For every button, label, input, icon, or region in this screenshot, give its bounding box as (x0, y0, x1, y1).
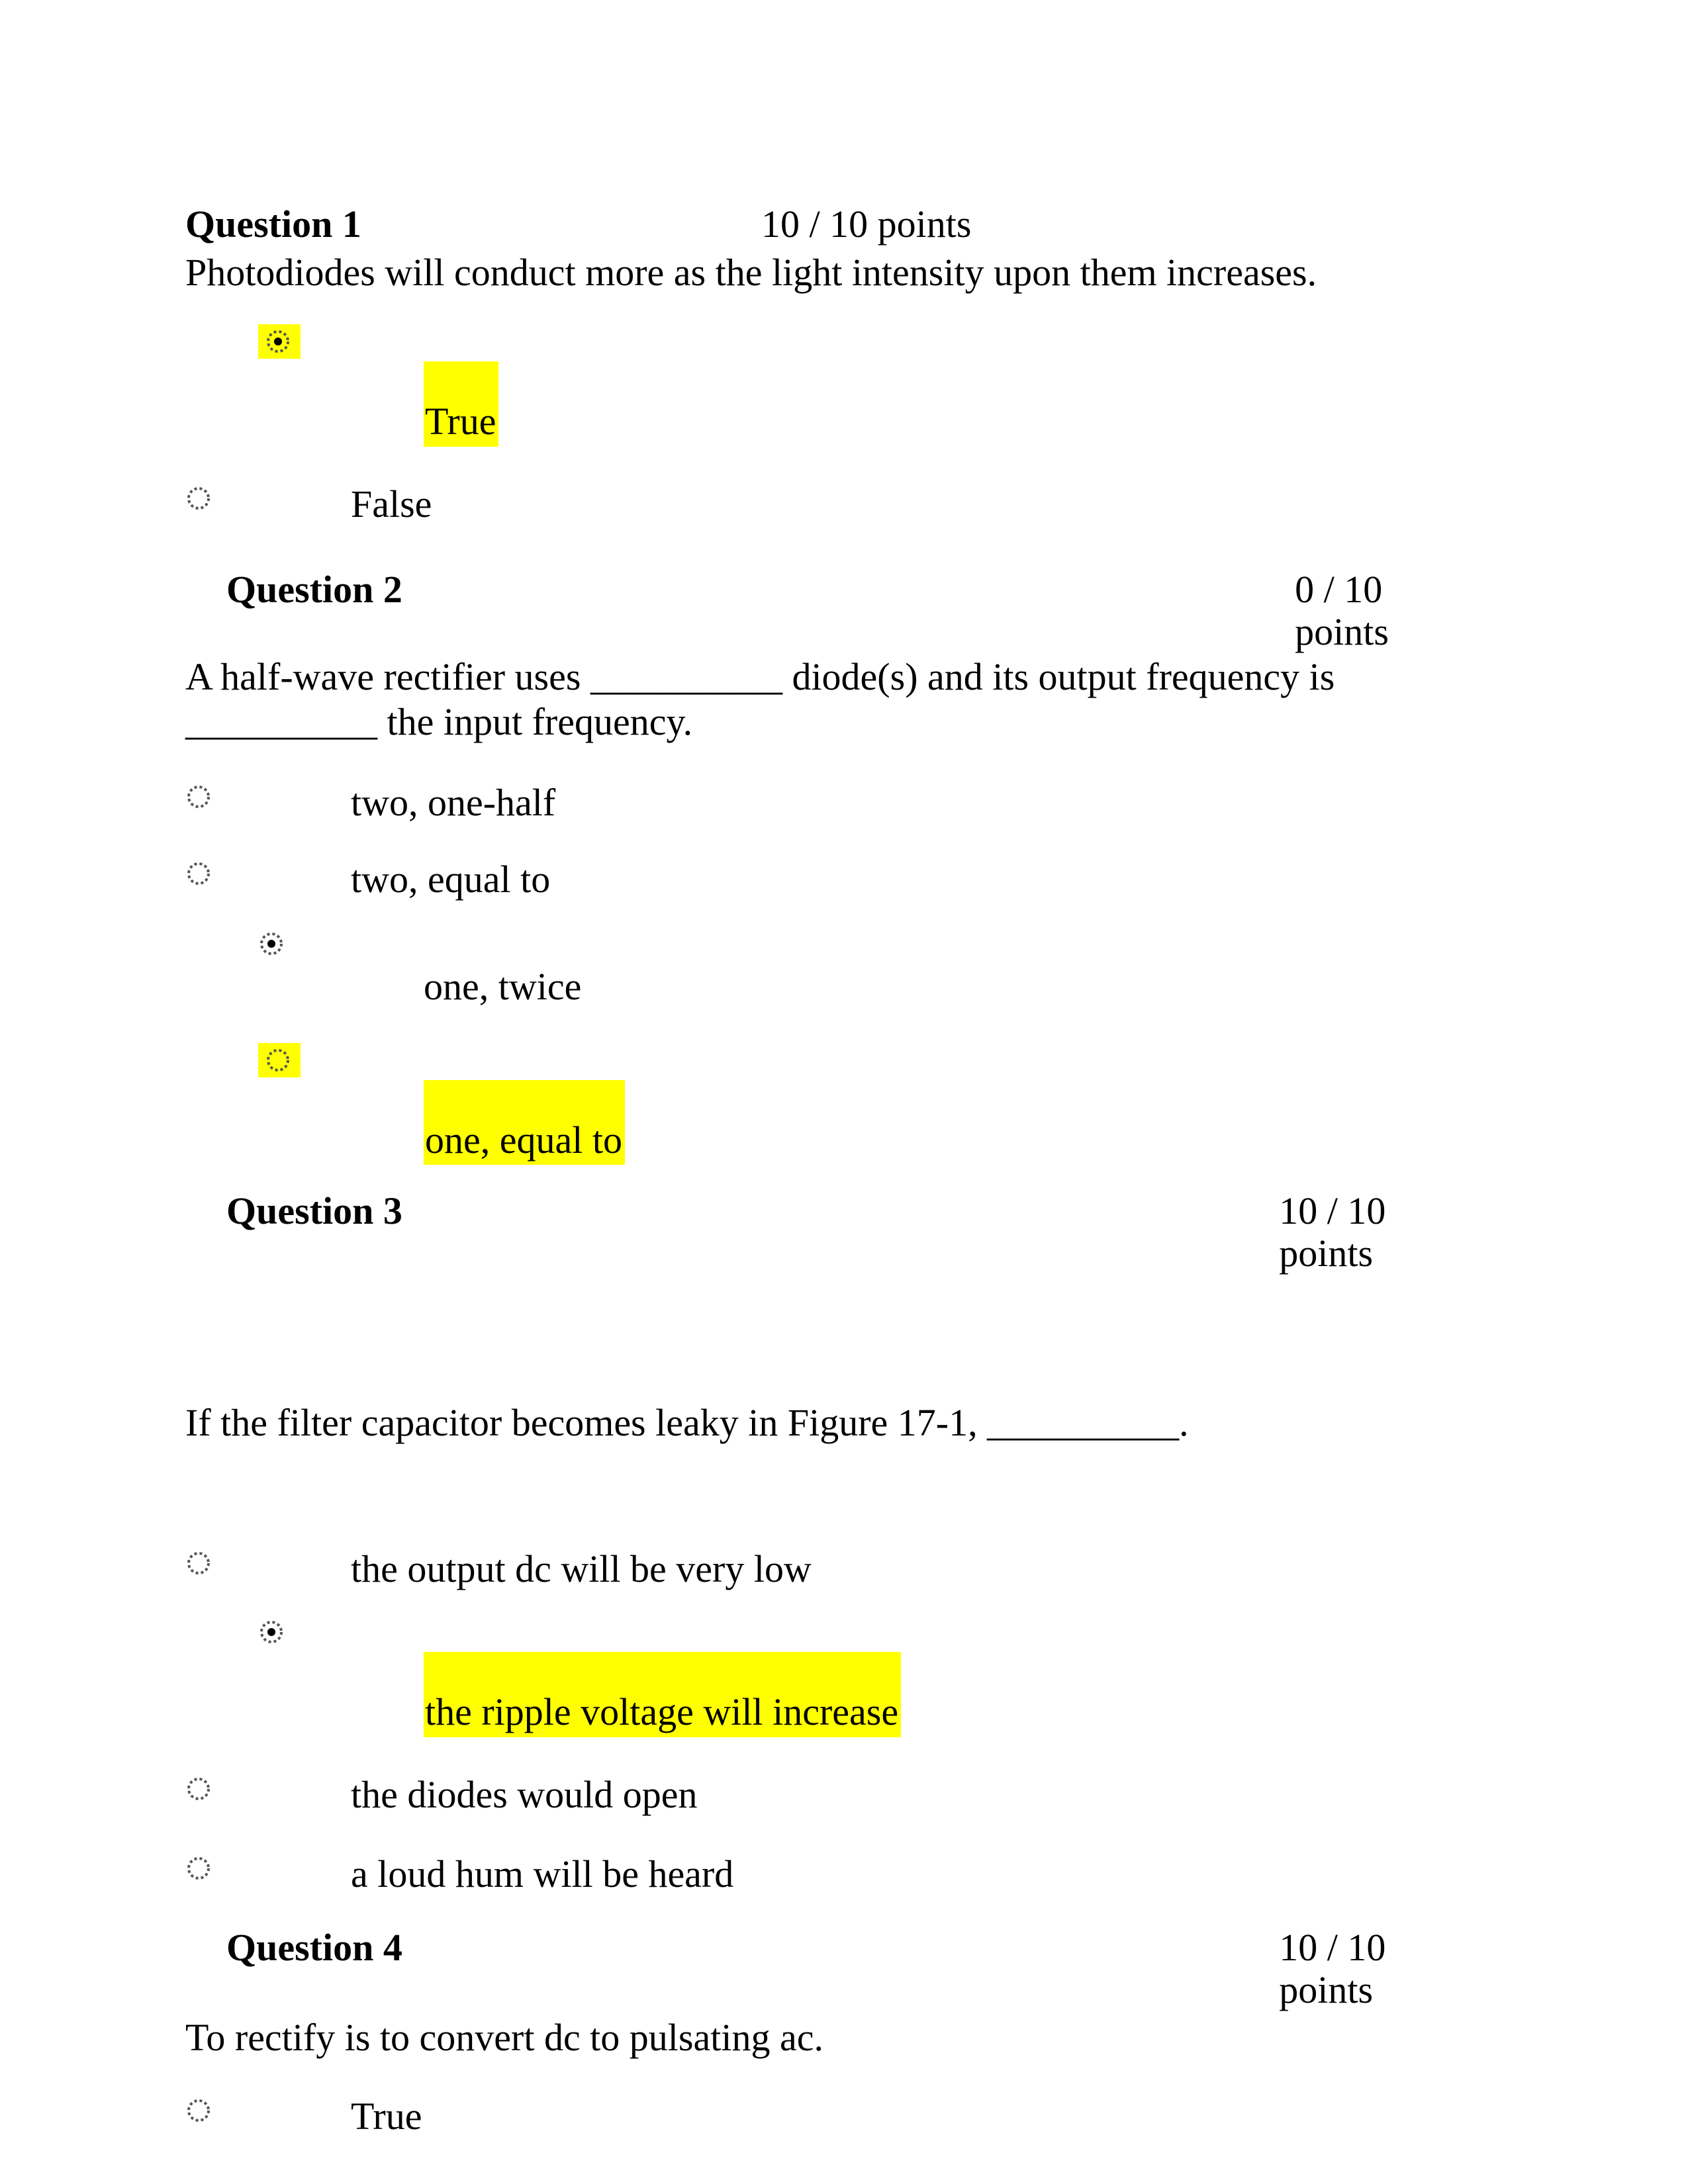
question-4-prompt: To rectify is to convert dc to pulsating… (185, 2015, 1483, 2060)
answer-row: two, equal to (185, 848, 1483, 919)
question-1-answers: True False (185, 320, 1483, 557)
radio-unselected-icon[interactable] (185, 1855, 212, 1882)
question-2-label: Question 2 (226, 569, 1295, 611)
answer-row: a loud hum will be heard (185, 1843, 1483, 1913)
answer-row: True (185, 320, 1483, 447)
question-1-points: 10 / 10 points (761, 202, 971, 246)
question-1-header: Question 1 10 / 10 points (185, 202, 1483, 246)
radio-cell (185, 477, 351, 512)
radio-unselected-icon[interactable] (185, 860, 212, 887)
question-4-points: 10 / 10 points (1279, 1927, 1483, 2011)
answer-text: one, equal to (424, 1080, 625, 1165)
answer-row: one, equal to (185, 1039, 1483, 1165)
question-3-prompt: If the filter capacitor becomes leaky in… (185, 1400, 1483, 1445)
radio-cell (185, 1542, 351, 1576)
question-2-prompt: A half-wave rectifier uses __________ di… (185, 655, 1483, 745)
radio-unselected-icon[interactable] (185, 784, 212, 810)
question-1-prompt: Photodiodes will conduct more as the lig… (185, 250, 1483, 295)
radio-highlight (258, 1043, 301, 1077)
radio-cell (185, 852, 351, 887)
radio-highlight (258, 324, 301, 359)
page: Question 1 10 / 10 points Photodiodes wi… (0, 0, 1688, 2184)
radio-selected-icon[interactable] (258, 931, 285, 957)
radio-cell (185, 1615, 424, 1645)
radio-unselected-icon[interactable] (185, 1550, 212, 1576)
answer-text: the diodes would open (351, 1768, 698, 1817)
question-3-label: Question 3 (226, 1190, 1279, 1232)
question-2-answers: two, one-half two, equal to (185, 772, 1483, 1165)
answer-text: two, one-half (351, 776, 555, 825)
radio-cell (185, 324, 424, 359)
question-3-header: Question 3 10 / 10 points (226, 1190, 1483, 1275)
answer-text: one, twice (424, 927, 581, 1009)
answer-row: one, twice (185, 923, 1483, 1026)
answer-text: True (424, 361, 498, 447)
answer-text: the output dc will be very low (351, 1542, 812, 1592)
radio-cell (185, 1768, 351, 1802)
answer-text: False (351, 477, 432, 527)
radio-unselected-icon[interactable] (185, 1776, 212, 1802)
answer-text: two, equal to (351, 852, 550, 902)
answer-row: the ripple voltage will increase (185, 1611, 1483, 1737)
answer-row: True (185, 2085, 1483, 2156)
radio-unselected-icon[interactable] (265, 1047, 291, 1073)
question-4-answers: True (185, 2085, 1483, 2156)
answer-row: False (185, 473, 1483, 557)
radio-cell (185, 1847, 351, 1882)
answer-row: two, one-half (185, 772, 1483, 842)
radio-unselected-icon[interactable] (185, 2097, 212, 2124)
content: Question 1 10 / 10 points Photodiodes wi… (185, 202, 1483, 2156)
answer-row: the output dc will be very low (185, 1538, 1483, 1608)
question-1-label: Question 1 (185, 202, 761, 246)
radio-selected-icon[interactable] (258, 1619, 285, 1645)
radio-cell (185, 1043, 424, 1077)
radio-cell (185, 2089, 351, 2124)
question-4-header: Question 4 10 / 10 points (226, 1927, 1483, 2011)
radio-selected-icon[interactable] (265, 328, 291, 355)
question-3-points: 10 / 10 points (1279, 1190, 1483, 1275)
answer-text: a loud hum will be heard (351, 1847, 733, 1897)
radio-unselected-icon[interactable] (185, 485, 212, 512)
radio-cell (185, 927, 424, 957)
answer-text: True (351, 2089, 422, 2139)
question-3-answers: the output dc will be very low the rippl… (185, 1538, 1483, 1913)
radio-cell (185, 776, 351, 810)
question-2-header: Question 2 0 / 10 points (226, 569, 1483, 653)
answer-text: the ripple voltage will increase (424, 1652, 901, 1737)
question-4-label: Question 4 (226, 1927, 1279, 1969)
question-2-points: 0 / 10 points (1295, 569, 1483, 653)
answer-row: the diodes would open (185, 1764, 1483, 1834)
